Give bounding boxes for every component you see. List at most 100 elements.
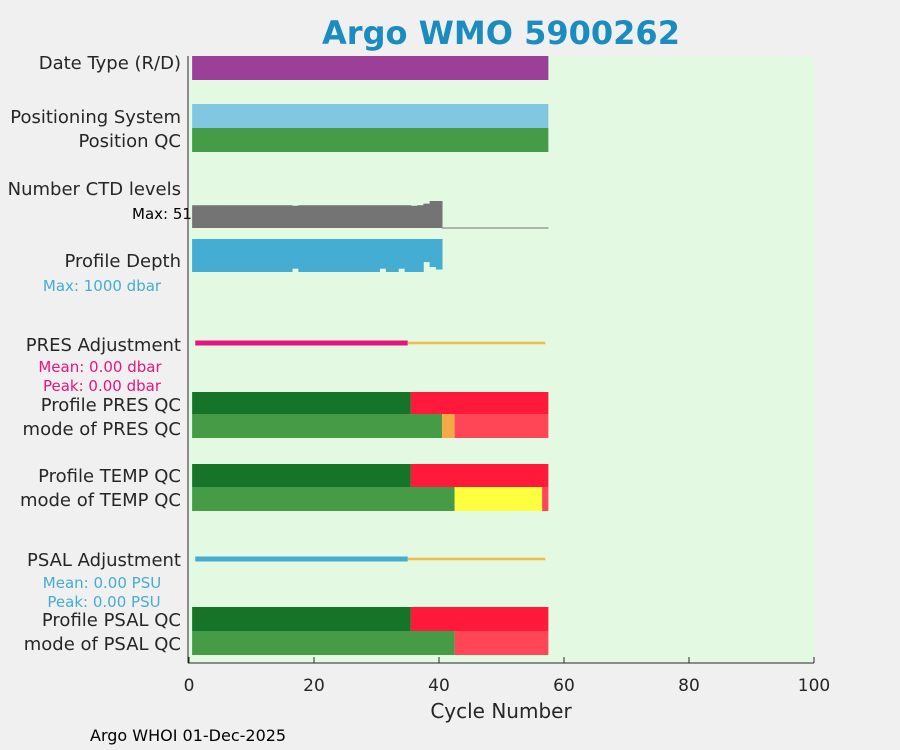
- row-label-mode-pres-qc: mode of PRES QC: [23, 419, 181, 440]
- ctd-bar-cycle-34: [398, 205, 406, 228]
- depth-bar-cycle-11: [254, 239, 262, 272]
- ctd-bar-cycle-11: [254, 205, 262, 228]
- depth-max-annotation: Max: 1000 dbar: [43, 277, 162, 295]
- depth-bar-cycle-6: [223, 239, 231, 272]
- depth-bar-cycle-2: [198, 239, 206, 272]
- row-label-ctd-levels: Number CTD levels: [8, 179, 181, 200]
- depth-bar-cycle-39: [429, 239, 437, 268]
- depth-bar-cycle-10: [248, 239, 256, 272]
- x-axis-label: Cycle Number: [430, 699, 572, 723]
- ctd-bar-cycle-21: [317, 205, 324, 228]
- mode-temp-qc-segment-2: [542, 487, 549, 511]
- ctd-bar-cycle-22: [323, 205, 331, 228]
- depth-bar-cycle-36: [410, 239, 418, 272]
- depth-bar-cycle-31: [379, 239, 387, 269]
- x-tick-label-0: 0: [184, 676, 195, 696]
- ctd-bar-cycle-36: [410, 205, 418, 228]
- plot-area: [189, 56, 814, 663]
- row-label-profile-psal-qc: Profile PSAL QC: [42, 610, 181, 631]
- depth-bar-cycle-14: [273, 239, 281, 272]
- ctd-bar-cycle-10: [248, 205, 256, 228]
- row-label-mode-psal-qc: mode of PSAL QC: [24, 634, 181, 655]
- profile-psal-qc-segment-1: [410, 607, 549, 631]
- ctd-bar-cycle-30: [373, 205, 381, 228]
- psal-peak-annotation: Peak: 0.00 PSU: [47, 593, 160, 611]
- depth-bar-cycle-30: [373, 239, 381, 272]
- depth-bar-cycle-13: [267, 239, 274, 272]
- depth-bar-cycle-16: [285, 239, 293, 272]
- x-tick-label-100: 100: [798, 676, 830, 696]
- depth-bar-cycle-38: [423, 239, 431, 263]
- ctd-bar-cycle-26: [348, 205, 356, 228]
- profile-temp-qc-segment-0: [192, 464, 411, 487]
- depth-bar-cycle-21: [317, 239, 324, 272]
- depth-bar-cycle-24: [335, 239, 343, 272]
- pres-peak-annotation: Peak: 0.00 dbar: [43, 377, 162, 395]
- row-labels: Date Type (R/D) Positioning System Positio…: [8, 53, 181, 655]
- x-tick-label-20: 20: [303, 676, 325, 696]
- depth-bar-cycle-27: [354, 239, 362, 272]
- row-label-psal-adj: PSAL Adjustment: [27, 550, 181, 571]
- ctd-bar-cycle-25: [342, 205, 349, 228]
- mode-psal-qc-segment-1: [454, 631, 549, 655]
- depth-bar-cycle-25: [342, 239, 349, 272]
- ctd-bar-cycle-15: [279, 205, 287, 228]
- ctd-bar-cycle-3: [204, 205, 212, 228]
- depth-bar-cycle-18: [298, 239, 306, 272]
- depth-bar-cycle-4: [210, 239, 218, 272]
- ctd-bar-cycle-9: [242, 205, 249, 228]
- depth-bar-cycle-12: [260, 239, 268, 272]
- depth-bar-cycle-17: [292, 239, 299, 269]
- mode-temp-qc-segment-0: [192, 487, 455, 511]
- profile-pres-qc-segment-0: [192, 392, 411, 414]
- ctd-bar-cycle-27: [354, 205, 362, 228]
- row-label-mode-temp-qc: mode of TEMP QC: [20, 490, 181, 511]
- ctd-bar-cycle-7: [229, 205, 237, 228]
- ctd-bar-cycle-2: [198, 205, 206, 228]
- pres-mean-annotation: Mean: 0.00 dbar: [38, 358, 162, 376]
- ctd-bar-cycle-12: [260, 205, 268, 228]
- mode-pres-qc-segment-1: [442, 414, 455, 438]
- depth-bar-cycle-28: [360, 239, 368, 272]
- x-tick-label-40: 40: [428, 676, 450, 696]
- ctd-bar-cycle-23: [329, 205, 337, 228]
- depth-bar-cycle-35: [404, 239, 412, 272]
- depth-bar-cycle-8: [235, 239, 243, 272]
- row-label-date-type: Date Type (R/D): [39, 53, 181, 74]
- row-label-pres-adj: PRES Adjustment: [26, 335, 181, 356]
- positioning-segment-0: [192, 104, 549, 128]
- depth-bar-cycle-22: [323, 239, 331, 272]
- ctd-bar-cycle-32: [385, 205, 393, 228]
- row-label-profile-temp-qc: Profile TEMP QC: [38, 466, 181, 487]
- ctd-bar-cycle-14: [273, 205, 281, 228]
- depth-bar-cycle-19: [304, 239, 312, 272]
- ctd-bar-cycle-28: [360, 205, 368, 228]
- ctd-bar-cycle-29: [367, 205, 374, 228]
- depth-bar-cycle-3: [204, 239, 212, 272]
- mode-pres-qc-segment-2: [454, 414, 549, 438]
- x-tick-label-60: 60: [553, 676, 575, 696]
- depth-bar-cycle-20: [310, 239, 318, 272]
- ctd-bar-cycle-19: [304, 205, 312, 228]
- chart-title: Argo WMO 5900262: [322, 14, 680, 52]
- ctd-bar-cycle-1: [192, 205, 199, 228]
- depth-bar-cycle-9: [242, 239, 249, 272]
- footer-credit: Argo WHOI 01-Dec-2025: [90, 726, 286, 745]
- ctd-bar-cycle-5: [217, 205, 224, 228]
- date-type-segment-0: [192, 56, 549, 80]
- row-label-position-qc: Position QC: [78, 131, 181, 152]
- ctd-bar-cycle-38: [423, 203, 431, 228]
- data-marks: [192, 56, 549, 655]
- ctd-bar-cycle-4: [210, 205, 218, 228]
- depth-bar-cycle-40: [435, 239, 443, 270]
- profile-temp-qc-segment-1: [410, 464, 549, 487]
- depth-bar-cycle-37: [417, 239, 424, 272]
- row-label-profile-pres-qc: Profile PRES QC: [41, 395, 181, 416]
- profile-psal-qc-segment-0: [192, 607, 411, 631]
- depth-bar-cycle-15: [279, 239, 287, 272]
- depth-bar-cycle-32: [385, 239, 393, 272]
- x-tick-label-80: 80: [678, 676, 700, 696]
- row-label-positioning: Positioning System: [10, 107, 181, 128]
